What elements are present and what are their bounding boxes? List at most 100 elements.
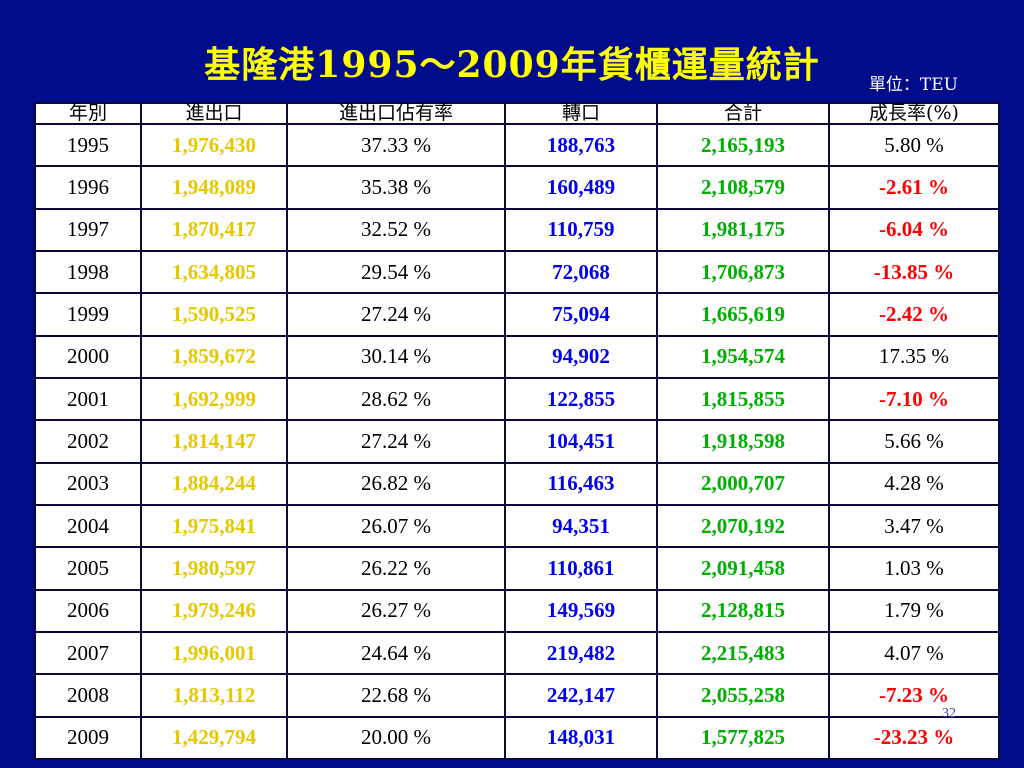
cell-share: 30.14 % xyxy=(286,334,506,379)
cell-growth: 5.80 % xyxy=(828,122,1000,168)
cell-growth: -2.42 % xyxy=(828,292,1000,337)
cell-year: 1998 xyxy=(34,249,142,295)
container-volume-table: 年別 進出口 進出口佔有率 轉口 合計 成長率(%) 1995 1,976,430… xyxy=(34,102,1000,761)
cell-transshipment: 104,451 xyxy=(504,419,658,464)
table-row: 2009 1,429,794 20.00 % 148,031 1,577,825 -23.… xyxy=(34,715,1000,761)
cell-growth: 4.07 % xyxy=(828,630,1000,676)
header-import-export: 進出口 xyxy=(140,102,288,125)
cell-transshipment: 242,147 xyxy=(504,673,658,718)
cell-year: 2008 xyxy=(34,673,142,718)
cell-share: 27.24 % xyxy=(286,292,506,337)
cell-transshipment: 94,902 xyxy=(504,334,658,379)
cell-growth: 1.03 % xyxy=(828,546,1000,591)
cell-share: 24.64 % xyxy=(286,630,506,676)
cell-growth: 3.47 % xyxy=(828,503,1000,549)
cell-growth: -7.23 % xyxy=(828,673,1000,718)
cell-share: 26.82 % xyxy=(286,461,506,506)
cell-total: 2,128,815 xyxy=(656,588,830,633)
cell-year: 2002 xyxy=(34,419,142,464)
cell-year: 1997 xyxy=(34,207,142,252)
cell-share: 35.38 % xyxy=(286,165,506,210)
cell-year: 2003 xyxy=(34,461,142,506)
cell-year: 1996 xyxy=(34,165,142,210)
cell-total: 1,665,619 xyxy=(656,292,830,337)
cell-year: 1999 xyxy=(34,292,142,337)
cell-transshipment: 160,489 xyxy=(504,165,658,210)
cell-growth: -7.10 % xyxy=(828,376,1000,422)
cell-total: 1,918,598 xyxy=(656,419,830,464)
cell-share: 27.24 % xyxy=(286,419,506,464)
cell-import-export: 1,870,417 xyxy=(140,207,288,252)
table-row: 2008 1,813,112 22.68 % 242,147 2,055,258 -7.2… xyxy=(34,673,1000,718)
cell-import-export: 1,884,244 xyxy=(140,461,288,506)
cell-import-export: 1,692,999 xyxy=(140,376,288,422)
cell-share: 29.54 % xyxy=(286,249,506,295)
header-transshipment: 轉口 xyxy=(504,102,658,125)
cell-transshipment: 94,351 xyxy=(504,503,658,549)
table-row: 2005 1,980,597 26.22 % 110,861 2,091,458 1.03… xyxy=(34,546,1000,591)
cell-growth: -13.85 % xyxy=(828,249,1000,295)
cell-import-export: 1,859,672 xyxy=(140,334,288,379)
table-body: 1995 1,976,430 37.33 % 188,763 2,165,193 5.80… xyxy=(34,122,1000,761)
cell-total: 2,000,707 xyxy=(656,461,830,506)
cell-year: 2007 xyxy=(34,630,142,676)
cell-share: 32.52 % xyxy=(286,207,506,252)
cell-year: 2004 xyxy=(34,503,142,549)
cell-share: 26.27 % xyxy=(286,588,506,633)
cell-share: 37.33 % xyxy=(286,122,506,168)
cell-import-export: 1,975,841 xyxy=(140,503,288,549)
cell-total: 1,577,825 xyxy=(656,715,830,761)
cell-total: 2,108,579 xyxy=(656,165,830,210)
unit-label: 單位：TEU xyxy=(868,75,958,95)
cell-transshipment: 122,855 xyxy=(504,376,658,422)
cell-growth: 1.79 % xyxy=(828,588,1000,633)
cell-total: 1,815,855 xyxy=(656,376,830,422)
cell-transshipment: 219,482 xyxy=(504,630,658,676)
table-row: 1999 1,590,525 27.24 % 75,094 1,665,619 -2.42… xyxy=(34,292,1000,337)
cell-total: 1,981,175 xyxy=(656,207,830,252)
slide-title: 基隆港1995～2009年貨櫃運量統計 xyxy=(204,44,820,86)
cell-import-export: 1,996,001 xyxy=(140,630,288,676)
cell-import-export: 1,948,089 xyxy=(140,165,288,210)
cell-import-export: 1,590,525 xyxy=(140,292,288,337)
cell-total: 2,165,193 xyxy=(656,122,830,168)
cell-total: 1,954,574 xyxy=(656,334,830,379)
cell-year: 2006 xyxy=(34,588,142,633)
cell-total: 2,215,483 xyxy=(656,630,830,676)
cell-transshipment: 72,068 xyxy=(504,249,658,295)
page-number: 32 xyxy=(942,706,956,721)
cell-import-export: 1,976,430 xyxy=(140,122,288,168)
table-row: 2003 1,884,244 26.82 % 116,463 2,000,707 4.28… xyxy=(34,461,1000,506)
cell-year: 1995 xyxy=(34,122,142,168)
cell-transshipment: 148,031 xyxy=(504,715,658,761)
header-total: 合計 xyxy=(656,102,830,125)
cell-growth: 5.66 % xyxy=(828,419,1000,464)
cell-share: 22.68 % xyxy=(286,673,506,718)
cell-growth: -2.61 % xyxy=(828,165,1000,210)
cell-import-export: 1,814,147 xyxy=(140,419,288,464)
cell-import-export: 1,634,805 xyxy=(140,249,288,295)
table-header-row: 年別 進出口 進出口佔有率 轉口 合計 成長率(%) xyxy=(34,102,1000,125)
table-row: 2007 1,996,001 24.64 % 219,482 2,215,483 4.07… xyxy=(34,630,1000,676)
cell-growth: -6.04 % xyxy=(828,207,1000,252)
cell-transshipment: 116,463 xyxy=(504,461,658,506)
cell-import-export: 1,980,597 xyxy=(140,546,288,591)
cell-transshipment: 110,861 xyxy=(504,546,658,591)
table-row: 2004 1,975,841 26.07 % 94,351 2,070,192 3.47 … xyxy=(34,503,1000,549)
table-row: 1996 1,948,089 35.38 % 160,489 2,108,579 -2.6… xyxy=(34,165,1000,210)
cell-share: 28.62 % xyxy=(286,376,506,422)
cell-total: 2,055,258 xyxy=(656,673,830,718)
cell-import-export: 1,813,112 xyxy=(140,673,288,718)
cell-transshipment: 110,759 xyxy=(504,207,658,252)
cell-share: 26.22 % xyxy=(286,546,506,591)
header-year: 年別 xyxy=(34,102,142,125)
table-row: 2006 1,979,246 26.27 % 149,569 2,128,815 1.79… xyxy=(34,588,1000,633)
cell-import-export: 1,979,246 xyxy=(140,588,288,633)
cell-share: 26.07 % xyxy=(286,503,506,549)
cell-year: 2005 xyxy=(34,546,142,591)
table-row: 2000 1,859,672 30.14 % 94,902 1,954,574 17.35… xyxy=(34,334,1000,379)
cell-import-export: 1,429,794 xyxy=(140,715,288,761)
cell-total: 2,091,458 xyxy=(656,546,830,591)
cell-total: 1,706,873 xyxy=(656,249,830,295)
table-row: 1995 1,976,430 37.33 % 188,763 2,165,193 5.80… xyxy=(34,122,1000,168)
